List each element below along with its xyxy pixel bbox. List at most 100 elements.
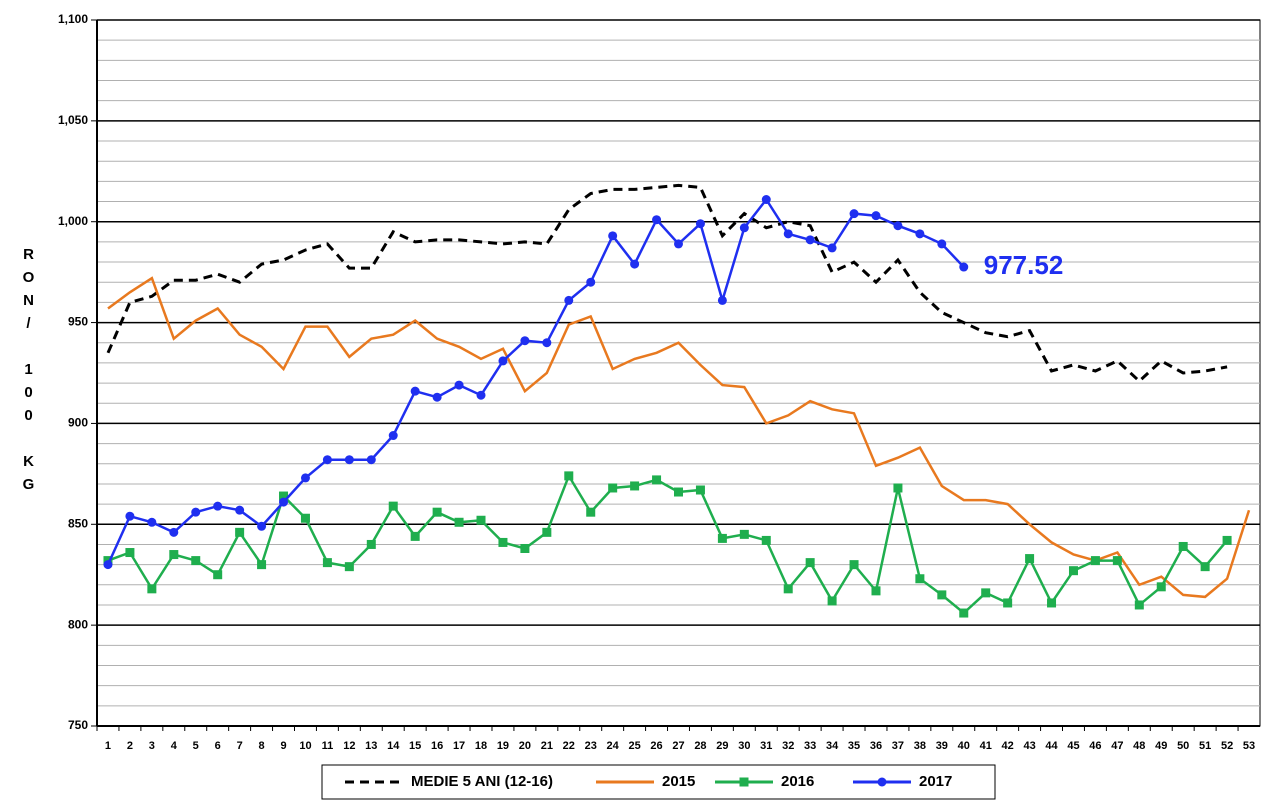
x-tick-label: 39 xyxy=(936,740,948,752)
x-tick-label: 13 xyxy=(365,740,377,752)
y-tick-label: 1,000 xyxy=(58,214,88,228)
x-tick-label: 18 xyxy=(475,740,487,752)
x-tick-label: 32 xyxy=(782,740,794,752)
point xyxy=(279,491,289,501)
x-tick-label: 12 xyxy=(343,740,355,752)
point xyxy=(1047,598,1057,608)
point xyxy=(388,431,398,441)
point xyxy=(586,507,596,517)
point xyxy=(191,556,201,566)
x-tick-label: 5 xyxy=(193,740,199,752)
y-tick-label: 750 xyxy=(68,718,88,732)
point xyxy=(1222,535,1232,545)
x-tick-label: 16 xyxy=(431,740,443,752)
x-tick-label: 47 xyxy=(1111,740,1123,752)
point xyxy=(652,215,662,225)
y-tick-label: 900 xyxy=(68,416,88,430)
point xyxy=(608,231,618,241)
point xyxy=(695,485,705,495)
point xyxy=(564,471,574,481)
point xyxy=(410,531,420,541)
point xyxy=(695,219,705,229)
point xyxy=(1200,562,1210,572)
point xyxy=(827,596,837,606)
x-tick-label: 45 xyxy=(1067,740,1079,752)
y-tick-label: 1,100 xyxy=(58,12,88,26)
point xyxy=(191,507,201,517)
x-tick-label: 49 xyxy=(1155,740,1167,752)
point xyxy=(849,560,859,570)
y-tick-label: 950 xyxy=(68,315,88,329)
point xyxy=(388,501,398,511)
point xyxy=(454,380,464,390)
point xyxy=(608,483,618,493)
legend-label: 2017 xyxy=(919,773,952,790)
point xyxy=(498,537,508,547)
point xyxy=(125,548,135,558)
x-tick-label: 50 xyxy=(1177,740,1189,752)
x-tick-label: 46 xyxy=(1089,740,1101,752)
legend-marker xyxy=(739,777,749,787)
point xyxy=(586,277,596,287)
point xyxy=(805,558,815,568)
x-tick-label: 10 xyxy=(299,740,311,752)
point xyxy=(476,390,486,400)
point xyxy=(564,295,574,305)
point xyxy=(827,243,837,253)
point xyxy=(344,455,354,465)
x-tick-label: 43 xyxy=(1023,740,1035,752)
x-tick-label: 33 xyxy=(804,740,816,752)
point xyxy=(257,560,267,570)
point xyxy=(322,558,332,568)
x-tick-label: 6 xyxy=(215,740,221,752)
point xyxy=(344,562,354,572)
series-line xyxy=(107,473,1229,615)
y-axis-label: RON/ 100 KG xyxy=(20,246,37,499)
point xyxy=(981,588,991,598)
point xyxy=(235,505,245,515)
y-tick-label: 850 xyxy=(68,516,88,530)
point xyxy=(454,517,464,527)
x-tick-label: 28 xyxy=(694,740,706,752)
point xyxy=(1178,541,1188,551)
y-tick-label: 1,050 xyxy=(58,113,88,127)
point xyxy=(893,221,903,231)
x-tick-label: 26 xyxy=(650,740,662,752)
point xyxy=(674,487,683,497)
legend: MEDIE 5 ANI (12-16) 2015 2016 2017 xyxy=(321,764,996,800)
x-tick-label: 19 xyxy=(497,740,509,752)
x-tick-label: 9 xyxy=(280,740,286,752)
point xyxy=(937,590,947,600)
x-tick-label: 44 xyxy=(1045,740,1058,752)
point xyxy=(432,507,442,517)
point xyxy=(169,550,179,560)
point xyxy=(871,211,881,221)
point xyxy=(125,511,135,521)
x-tick-label: 23 xyxy=(585,740,597,752)
point xyxy=(542,527,552,537)
point xyxy=(1003,598,1013,608)
point xyxy=(213,570,223,580)
point xyxy=(783,229,793,239)
x-tick-label: 15 xyxy=(409,740,421,752)
x-tick-label: 22 xyxy=(563,740,575,752)
x-tick-label: 31 xyxy=(760,740,772,752)
point xyxy=(279,497,289,507)
point xyxy=(761,535,771,545)
point xyxy=(1068,566,1078,576)
point xyxy=(739,223,749,233)
point xyxy=(103,560,113,570)
point xyxy=(1134,600,1144,610)
point xyxy=(520,336,530,346)
x-tick-label: 36 xyxy=(870,740,882,752)
point xyxy=(213,501,223,511)
legend-label: 2015 xyxy=(662,773,695,790)
point xyxy=(849,209,859,219)
x-tick-label: 40 xyxy=(958,740,970,752)
point xyxy=(630,481,640,491)
legend-label: MEDIE 5 ANI (12-16) xyxy=(411,773,553,790)
point xyxy=(783,584,793,594)
x-tick-label: 11 xyxy=(322,740,334,752)
